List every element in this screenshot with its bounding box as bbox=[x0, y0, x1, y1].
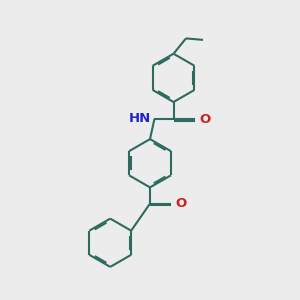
Text: HN: HN bbox=[129, 112, 151, 125]
Text: O: O bbox=[176, 197, 187, 210]
Text: O: O bbox=[199, 112, 210, 126]
